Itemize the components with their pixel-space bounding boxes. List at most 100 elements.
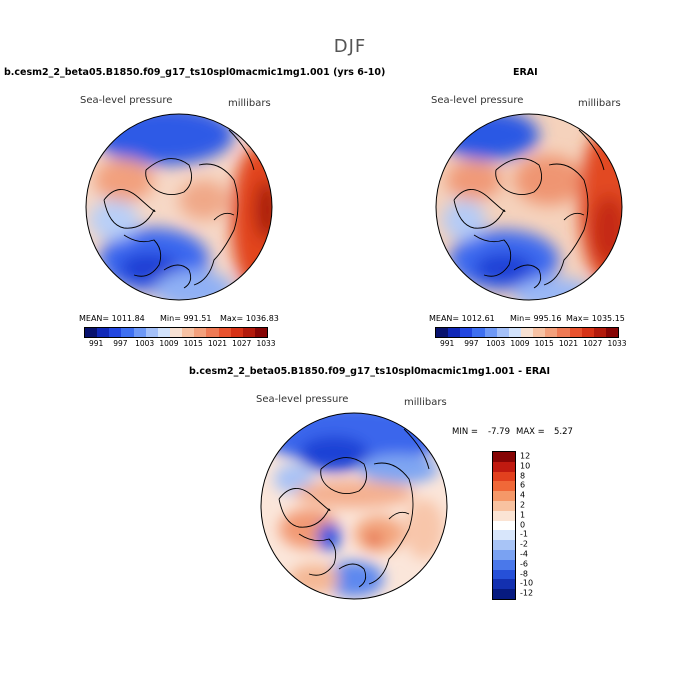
panel-1-colorbar-swatch bbox=[194, 328, 207, 337]
panel-1-colorbar-tick-label: 1003 bbox=[135, 339, 155, 348]
diff-colorbar-tick-label: -6 bbox=[520, 559, 528, 569]
panel-1-min: Min= 991.51 bbox=[160, 314, 212, 323]
panel-2-colorbar-swatch bbox=[484, 328, 497, 337]
diff-colorbar-swatch bbox=[493, 540, 515, 550]
diff-units: millibars bbox=[404, 397, 447, 408]
diff-colorbar-swatch bbox=[493, 481, 515, 492]
panel-1-colorbar-tick-label: 991 bbox=[88, 339, 104, 348]
panel-2-units: millibars bbox=[578, 98, 621, 109]
diff-colorbar-tick-label: 8 bbox=[520, 471, 526, 480]
panel-1-colorbar-swatch bbox=[121, 328, 134, 337]
panel-1-colorbar-tick-label: 997 bbox=[113, 339, 128, 348]
panel-2-colorbar-swatch bbox=[520, 328, 534, 337]
diff-colorbar-tick-label: 2 bbox=[520, 500, 526, 510]
diff-colorbar-swatch bbox=[493, 569, 515, 580]
diff-colorbar-tick-label: -8 bbox=[520, 569, 528, 578]
diff-colorbar-swatch bbox=[493, 461, 515, 472]
panel-1-colorbar-swatch bbox=[97, 328, 110, 337]
panel-2-colorbar-tick-label: 1003 bbox=[486, 339, 506, 348]
diff-colorbar-tick-label: 12 bbox=[520, 451, 531, 461]
panel-2-min: Min= 995.16 bbox=[510, 314, 562, 323]
diff-colorbar-swatch bbox=[493, 530, 515, 541]
diff-colorbar-tick-label: -12 bbox=[520, 588, 534, 598]
diff-min-label: MIN = bbox=[452, 427, 479, 437]
diff-colorbar-ticks: 12 10 8 6 4 2 1 0 -1 -2 -4 -6 -8 -10 -12 bbox=[520, 451, 560, 600]
diff-variable: Sea-level pressure bbox=[256, 394, 349, 405]
panel-2-colorbar-swatch bbox=[436, 328, 449, 337]
diff-colorbar-tick-label: 1 bbox=[520, 510, 526, 520]
diff-colorbar-tick-label: -4 bbox=[520, 549, 528, 559]
panel-2-colorbar-tick-label: 997 bbox=[464, 339, 479, 348]
diff-colorbar-tick-label: 6 bbox=[520, 480, 526, 490]
diff-colorbar-swatch bbox=[493, 579, 515, 590]
diff-map bbox=[260, 412, 448, 600]
panel-2-colorbar-swatch bbox=[593, 328, 606, 337]
panel-2-colorbar-tick-label: 1033 bbox=[607, 339, 627, 348]
panel-1-colorbar-tick-label: 1009 bbox=[159, 339, 179, 348]
diff-max-label: MAX = bbox=[516, 427, 545, 437]
panel-1-units: millibars bbox=[228, 98, 271, 109]
diff-colorbar-tick-label: 0 bbox=[520, 520, 526, 529]
panel-2-colorbar-swatch bbox=[581, 328, 594, 337]
panel-2-colorbar-tick-label: 991 bbox=[439, 339, 455, 348]
panel-1-colorbar-tick-label: 1027 bbox=[232, 339, 252, 348]
panel-2-colorbar bbox=[435, 327, 619, 338]
panel-2-colorbar-swatch bbox=[508, 328, 521, 337]
diff-title: b.cesm2_2_beta05.B1850.f09_g17_ts10spl0m… bbox=[189, 366, 551, 377]
diff-colorbar-tick-label: 10 bbox=[520, 461, 531, 471]
diff-colorbar-tick-label: 4 bbox=[520, 490, 526, 500]
panel-2-variable: Sea-level pressure bbox=[431, 95, 524, 106]
panel-1-max: Max= 1036.83 bbox=[220, 314, 279, 323]
panel-2-colorbar-tick-label: 1027 bbox=[583, 339, 603, 348]
panel-2-colorbar-swatch bbox=[448, 328, 461, 337]
panel-1-colorbar-tick-label: 1021 bbox=[207, 339, 227, 348]
panel-1-variable: Sea-level pressure bbox=[80, 95, 173, 106]
panel-1-map bbox=[85, 113, 273, 301]
panel-2-max: Max= 1035.15 bbox=[566, 314, 625, 323]
diff-colorbar-swatch bbox=[493, 589, 515, 599]
panel-1-colorbar-swatch bbox=[157, 328, 170, 337]
diff-colorbar-swatch bbox=[493, 549, 515, 560]
panel-2-colorbar-swatch bbox=[569, 328, 582, 337]
panel-1-colorbar-swatch bbox=[169, 328, 183, 337]
diff-colorbar-swatch bbox=[493, 471, 515, 482]
panel-2-colorbar-swatch bbox=[496, 328, 509, 337]
panel-1-colorbar-swatch bbox=[242, 328, 255, 337]
panel-1-title: b.cesm2_2_beta05.B1850.f09_g17_ts10spl0m… bbox=[4, 67, 386, 78]
panel-2-colorbar-swatch bbox=[460, 328, 473, 337]
panel-2-map bbox=[435, 113, 623, 301]
diff-max-value: 5.27 bbox=[554, 427, 573, 437]
season-title: DJF bbox=[333, 36, 367, 57]
panel-1-colorbar-swatch bbox=[218, 328, 231, 337]
diff-colorbar-swatch bbox=[493, 520, 515, 531]
panel-1-colorbar-swatch bbox=[145, 328, 158, 337]
panel-2-colorbar-swatch bbox=[557, 328, 570, 337]
panel-1-colorbar-tick-label: 1033 bbox=[256, 339, 276, 348]
panel-2-colorbar-swatch bbox=[545, 328, 558, 337]
diff-colorbar-swatch bbox=[493, 559, 515, 570]
panel-2-colorbar-tick-label: 1021 bbox=[558, 339, 578, 348]
panel-1-colorbar-swatch bbox=[182, 328, 195, 337]
panel-1-colorbar bbox=[84, 327, 268, 338]
diff-colorbar-tick-label: -1 bbox=[520, 529, 528, 539]
panel-2-colorbar-swatch bbox=[605, 328, 619, 337]
diff-min-value: -7.79 bbox=[488, 427, 510, 437]
panel-1-colorbar-swatch bbox=[133, 328, 146, 337]
panel-1-colorbar-swatch bbox=[206, 328, 219, 337]
diff-colorbar-swatch bbox=[493, 491, 515, 501]
panel-1-colorbar-swatch bbox=[230, 328, 243, 337]
panel-2-title: ERAI bbox=[513, 67, 538, 78]
panel-1-colorbar-swatch bbox=[85, 328, 98, 337]
panel-2-colorbar-swatch bbox=[533, 328, 546, 337]
diff-colorbar-swatch bbox=[493, 500, 515, 511]
panel-2-colorbar-tick-label: 1015 bbox=[534, 339, 554, 348]
panel-1-colorbar-swatch bbox=[109, 328, 122, 337]
panel-1-colorbar-swatch bbox=[254, 328, 268, 337]
panel-1-colorbar-tick-label: 1015 bbox=[183, 339, 203, 348]
panel-1-mean: MEAN= 1011.84 bbox=[79, 314, 145, 323]
diff-colorbar bbox=[492, 451, 516, 600]
panel-2-mean: MEAN= 1012.61 bbox=[429, 314, 495, 323]
diff-colorbar-tick-label: -10 bbox=[520, 578, 534, 588]
diff-colorbar-tick-label: -2 bbox=[520, 539, 528, 549]
diff-colorbar-swatch bbox=[493, 452, 515, 462]
